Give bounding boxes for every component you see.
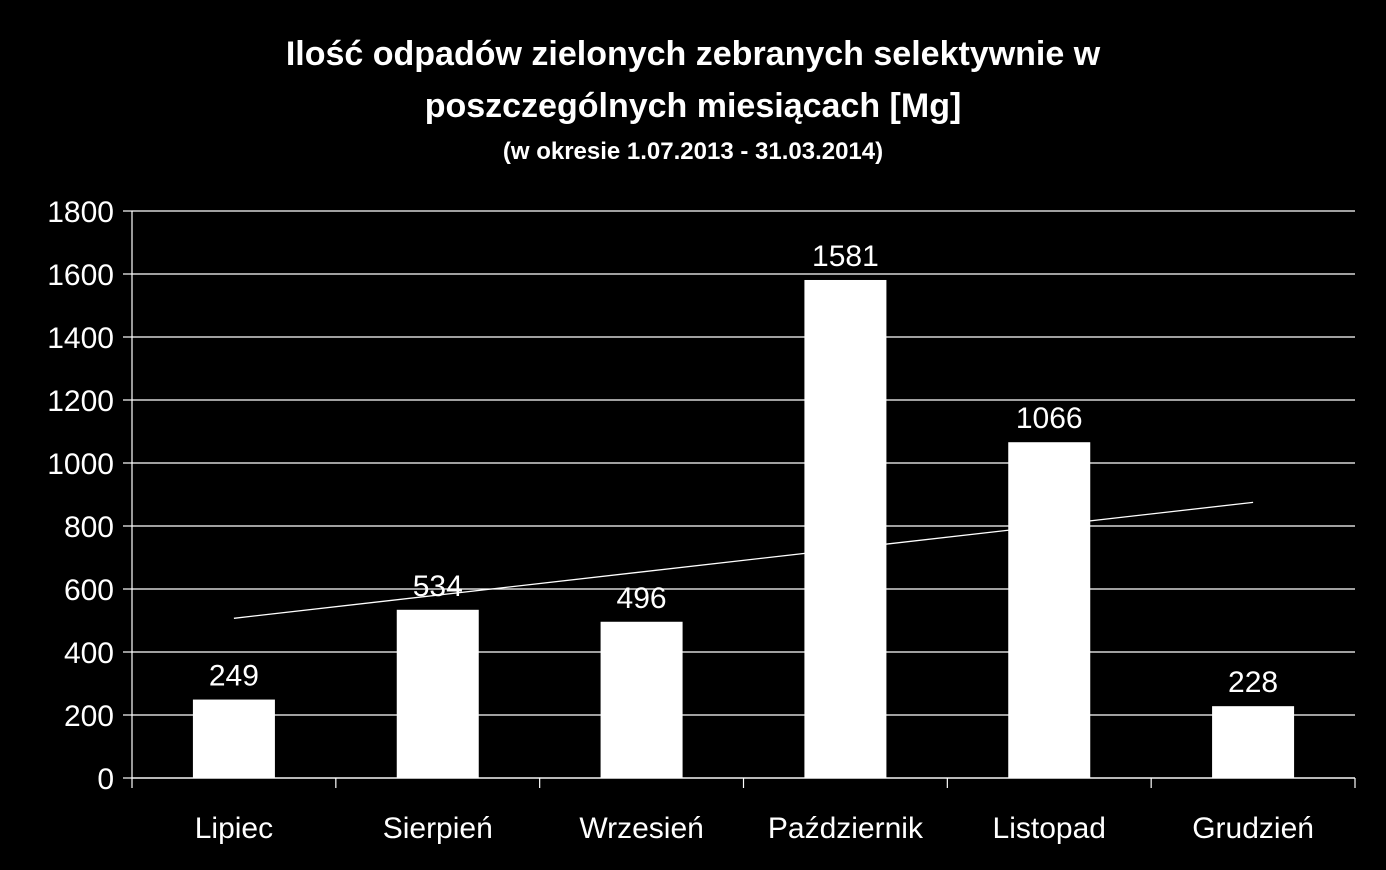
data-label: 496 [617, 582, 667, 615]
x-category-label: Grudzień [1192, 812, 1314, 845]
y-tick-label: 1800 [47, 196, 114, 229]
data-label: 1581 [812, 240, 879, 273]
chart-title-line-1: Ilość odpadów zielonych zebranych selekt… [285, 35, 1101, 73]
y-tick-label: 1600 [47, 259, 114, 292]
y-tick-label: 1000 [47, 448, 114, 481]
x-category-label: Listopad [993, 812, 1106, 845]
data-label: 1066 [1016, 402, 1083, 435]
y-tick-label: 1200 [47, 385, 114, 418]
x-category-label: Październik [768, 812, 924, 845]
data-label: 534 [413, 570, 463, 603]
y-tick-label: 800 [64, 511, 114, 544]
x-category-label: Lipiec [195, 812, 273, 845]
bar [1212, 706, 1295, 778]
y-tick-label: 1400 [47, 322, 114, 355]
y-tick-label: 600 [64, 574, 114, 607]
y-tick-label: 0 [97, 763, 114, 796]
chart-subtitle: (w okresie 1.07.2013 - 31.03.2014) [502, 138, 884, 165]
bar [396, 609, 479, 778]
y-tick-label: 200 [64, 700, 114, 733]
bar [192, 699, 275, 778]
x-category-label: Sierpień [383, 812, 493, 845]
data-label: 249 [209, 660, 259, 693]
trendline [233, 501, 1254, 619]
bar [804, 279, 887, 778]
y-tick-label: 400 [64, 637, 114, 670]
data-label: 228 [1228, 666, 1278, 699]
bar [1008, 442, 1091, 778]
chart-title: Ilość odpadów zielonych zebranych selekt… [0, 28, 1386, 170]
bar [600, 621, 683, 778]
x-category-label: Wrzesień [579, 812, 703, 845]
chart-title-line-2: poszczególnych miesiącach [Mg] [424, 87, 962, 125]
